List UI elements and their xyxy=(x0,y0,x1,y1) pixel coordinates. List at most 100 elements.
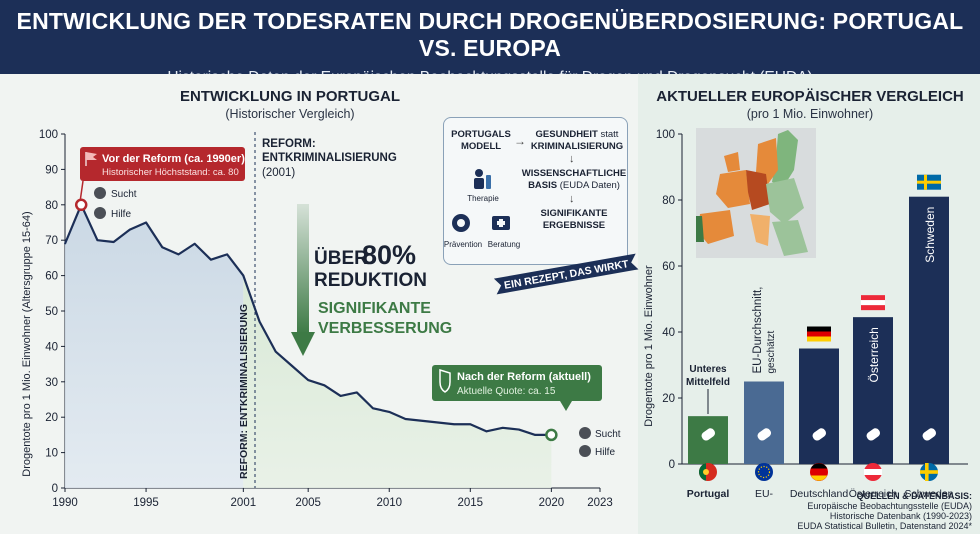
bar-Portugal xyxy=(688,416,728,464)
data-point-2003 xyxy=(274,350,277,353)
bar-group-Portugal: Portugal xyxy=(687,416,729,500)
data-point-1994 xyxy=(129,228,131,231)
arrow-down-icon-2: ↓ xyxy=(569,193,575,205)
sucht-label: Sucht xyxy=(111,189,137,200)
before-reform-title: Vor der Reform (ca. 1990er) xyxy=(102,153,245,165)
after-reform-callout: Nach der Reform (aktuell) Aktuelle Quote… xyxy=(432,365,602,411)
model-title-1: PORTUGALS xyxy=(451,129,511,140)
x-tick-label-2020: 2020 xyxy=(539,497,565,509)
reform-label-3: (2001) xyxy=(262,167,295,179)
y-tick-label-100: 100 xyxy=(39,129,58,141)
portugal-model-box xyxy=(443,117,628,265)
category-label-Schweden: Schweden xyxy=(904,488,953,500)
bar-group-Schweden: Schweden Schweden xyxy=(904,174,954,500)
data-point-2004 xyxy=(291,365,293,367)
portugal-line-chart: 0 10 20 30 40 50 60 70 80 90 100 1990 1995 2001 2005 2… xyxy=(21,129,621,509)
x-tick-label-2010: 2010 xyxy=(376,497,402,509)
post-reform-area xyxy=(243,275,552,488)
before-reform-callout: Vor der Reform (ca. 1990er) Historischer… xyxy=(79,147,245,203)
x-tick-label-2005: 2005 xyxy=(295,497,321,509)
peak-marker xyxy=(74,198,88,212)
inner-label-Österreich: Österreich xyxy=(867,327,881,382)
data-point-2011 xyxy=(404,418,407,420)
before-reform-subtitle: Historischer Höchststand: ca. 80 xyxy=(102,167,239,178)
bar-group-EU-: EU- EU-Durchschnitt, geschätzt xyxy=(744,287,784,500)
bar-y-tick-label-100: 100 xyxy=(656,129,675,141)
bar-Schweden xyxy=(909,196,949,464)
data-point-2001 xyxy=(242,274,245,277)
europe-bar-chart: 0 20 40 60 80 100 Portugal EU- EU-Durchschnitt,… xyxy=(643,128,968,500)
hilfe-label-2: Hilfe xyxy=(595,447,615,458)
bar-EU- xyxy=(744,381,784,464)
x-tick-label-2001: 2001 xyxy=(231,497,257,509)
eu-flag-icon xyxy=(755,463,773,481)
y-tick-label-0: 0 xyxy=(52,483,58,495)
model-health-word: GESUNDHEIT xyxy=(535,129,598,140)
counseling-label: Beratung xyxy=(487,240,521,249)
bar-y-tick-label-0: 0 xyxy=(669,459,675,471)
current-marker xyxy=(545,428,558,442)
x-tick-label-2023: 2023 xyxy=(587,497,613,509)
bar-series: Portugal EU- EU-Durchschnitt, geschätzt Deut… xyxy=(687,174,954,500)
y-tick-label-30: 30 xyxy=(45,377,58,389)
hilfe-label: Hilfe xyxy=(111,209,131,220)
austria-top-flag-icon xyxy=(861,295,885,311)
x-axis: 1990 1995 2001 2005 2010 2015 2020 2023 xyxy=(52,487,613,509)
model-results-1: SIGNIFIKANTE xyxy=(540,208,608,219)
therapy-label: Therapie xyxy=(467,194,499,203)
portugal-flag-icon xyxy=(699,463,717,481)
bar-y-tick-label-80: 80 xyxy=(662,195,675,207)
model-sci-sub: (EUDA Daten) xyxy=(559,180,620,191)
main-title: ENTWICKLUNG DER TODESRATEN DURCH DROGENÜ… xyxy=(16,8,964,61)
data-point-1993 xyxy=(112,241,115,243)
bar-icon-Deutschland xyxy=(812,428,827,441)
bar-y-tick-label-60: 60 xyxy=(662,261,675,273)
data-point-2012 xyxy=(420,419,423,422)
data-point-1990 xyxy=(64,242,66,245)
bar-group-Österreich: Österreich Österreich xyxy=(849,295,898,500)
bar-y-tick-label-20: 20 xyxy=(662,393,675,405)
model-health-statt: statt xyxy=(600,129,619,140)
europe-section-title: AKTUELLER EUROPÄISCHER VERGLEICH xyxy=(656,88,964,105)
data-point-1999 xyxy=(210,258,212,261)
data-point-2007 xyxy=(339,395,342,397)
data-point-1996 xyxy=(161,246,164,249)
inner-label-Schweden: Schweden xyxy=(923,207,937,263)
category-label-Österreich: Österreich xyxy=(849,488,898,500)
x-tick-label-1995: 1995 xyxy=(133,497,159,509)
europe-section-subtitle: (pro 1 Mio. Einwohner) xyxy=(746,107,874,121)
counseling-icon xyxy=(492,216,510,230)
y-tick-label-60: 60 xyxy=(45,271,58,283)
header-banner: ENTWICKLUNG DER TODESRATEN DURCH DROGENÜ… xyxy=(0,0,980,86)
y-axis-label: Drogentote pro 1 Mio. Einwohner (Altersg… xyxy=(21,211,33,476)
category-label-EU-: EU- xyxy=(755,488,774,500)
reduction-over: ÜBER xyxy=(314,248,368,269)
data-point-2017 xyxy=(501,427,504,429)
austria-flag-icon xyxy=(864,463,882,481)
recipe-ribbon: EIN REZEPT, DAS WIRKT xyxy=(493,253,639,295)
bar-icon-EU- xyxy=(757,428,772,441)
sources-line-3: EUDA Statistical Bulletin, Datenstand 20… xyxy=(797,521,972,531)
pre-reform-area xyxy=(65,204,244,489)
sucht-icon-2 xyxy=(579,427,591,439)
sweden-flag-icon xyxy=(920,463,938,481)
arrow-right-icon: → xyxy=(514,134,526,148)
portugal-section-subtitle: (Historischer Vergleich) xyxy=(225,107,355,121)
hilfe-icon xyxy=(94,207,106,219)
sources-line-2: Historische Datenbank (1990-2023) xyxy=(829,511,972,521)
sources-title: QUELLEN & DATENBASIS: xyxy=(797,491,972,501)
data-point-2009 xyxy=(372,407,374,410)
sucht-hilfe-legend-bottom: Sucht Hilfe xyxy=(579,427,621,458)
data-point-2006 xyxy=(323,384,326,387)
bar-icon-Österreich xyxy=(866,428,881,441)
flag-icon xyxy=(85,152,97,166)
sweden-top-flag-icon xyxy=(917,174,941,190)
y-axis: 0 10 20 30 40 50 60 70 80 90 100 xyxy=(39,129,66,495)
portugal-note-1: Unteres xyxy=(689,364,727,375)
prevention-icon xyxy=(452,214,470,232)
inner-label-EU--2: geschätzt xyxy=(766,330,777,373)
data-point-2013 xyxy=(437,421,439,424)
y-tick-label-20: 20 xyxy=(45,412,58,424)
sucht-label-2: Sucht xyxy=(595,429,621,440)
sources-block: QUELLEN & DATENBASIS: Europäische Beobac… xyxy=(797,491,972,531)
